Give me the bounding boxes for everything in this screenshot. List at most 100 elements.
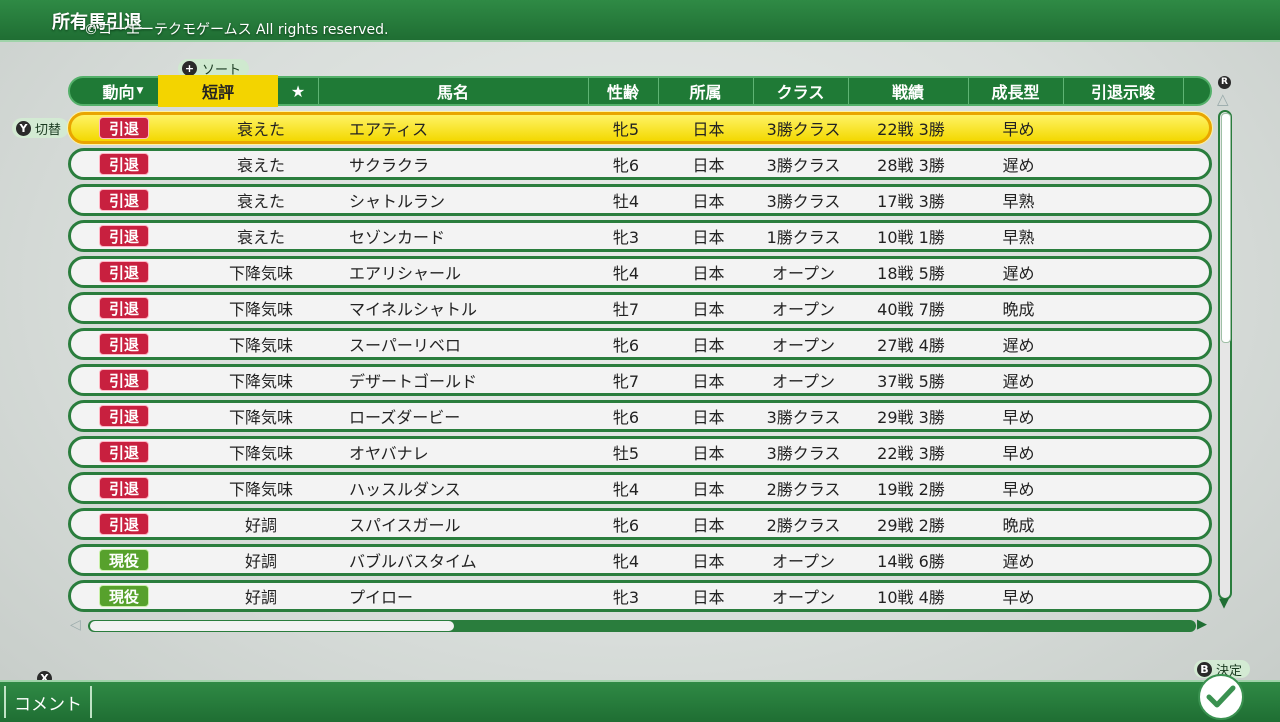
record-cell: 27戦 4勝 (877, 336, 945, 355)
column-trend[interactable]: 動向 ▼ (88, 78, 159, 104)
table-row[interactable]: 引退 好調 スパイスガール 牝6 日本 2勝クラス 29戦 2勝 晩成 (68, 508, 1212, 540)
column-affiliation[interactable]: 所属 (658, 78, 754, 104)
sex-age-cell: 牝3 (612, 228, 640, 247)
status-badge: 引退 (99, 513, 149, 535)
toggle-label: 切替 (35, 122, 62, 138)
scroll-down-icon[interactable]: ▼ (1219, 596, 1229, 611)
sex-age-cell: 牡5 (612, 444, 640, 463)
status-badge: 引退 (99, 225, 149, 247)
affiliation-cell: 日本 (692, 264, 725, 283)
rating-cell: 好調 (244, 588, 277, 607)
column-growth[interactable]: 成長型 (968, 78, 1064, 104)
column-affiliation-label: 所属 (689, 83, 722, 102)
sort-hint[interactable]: + ソート (178, 59, 250, 78)
affiliation-cell: 日本 (692, 120, 725, 139)
table-row[interactable]: 引退 下降気味 オヤバナレ 牡5 日本 3勝クラス 22戦 3勝 早め (68, 436, 1212, 468)
growth-cell: 晩成 (1002, 300, 1035, 319)
column-rating[interactable]: 短評 (158, 75, 278, 107)
scroll-left-icon[interactable]: ◁ (70, 617, 81, 633)
record-cell: 28戦 3勝 (877, 156, 945, 175)
class-cell: 2勝クラス (766, 480, 841, 499)
vertical-scroll-thumb[interactable] (1221, 113, 1231, 343)
record-cell: 14戦 6勝 (877, 552, 945, 571)
y-button-icon: Y (16, 120, 31, 136)
top-bar: 所有馬引退 ©コーエーテクモゲームス All rights reserved. (0, 0, 1280, 42)
toggle-hint[interactable]: Y 切替 (12, 118, 70, 138)
rating-cell: 下降気味 (228, 444, 293, 463)
status-badge: 引退 (99, 441, 149, 463)
column-sex-age[interactable]: 性齢 (588, 78, 659, 104)
growth-cell: 早め (1002, 120, 1035, 139)
affiliation-cell: 日本 (692, 300, 725, 319)
horse-name-cell: サクラクラ (349, 156, 430, 175)
growth-cell: 遅め (1002, 156, 1035, 175)
horizontal-scrollbar[interactable] (88, 620, 1196, 632)
affiliation-cell: 日本 (692, 480, 725, 499)
growth-cell: 早熟 (1002, 192, 1035, 211)
table-row[interactable]: 引退 下降気味 ハッスルダンス 牝4 日本 2勝クラス 19戦 2勝 早め (68, 472, 1212, 504)
plus-button-icon: + (182, 61, 197, 76)
rating-cell: 好調 (244, 552, 277, 571)
status-badge: 引退 (99, 477, 149, 499)
scroll-up-icon[interactable]: △ (1217, 90, 1229, 108)
status-badge: 引退 (99, 189, 149, 211)
table-row[interactable]: 引退 衰えた シャトルラン 牡4 日本 3勝クラス 17戦 3勝 早熟 (68, 184, 1212, 216)
horse-name-cell: スーパーリベロ (349, 336, 461, 355)
sex-age-cell: 牝4 (612, 480, 640, 499)
class-cell: オープン (771, 336, 836, 355)
record-cell: 19戦 2勝 (877, 480, 945, 499)
scroll-right-icon[interactable]: ▶ (1197, 617, 1207, 632)
growth-cell: 遅め (1002, 372, 1035, 391)
affiliation-cell: 日本 (692, 552, 725, 571)
horse-name-cell: セゾンカード (349, 228, 446, 247)
b-button-icon: B (1197, 661, 1212, 677)
column-rating-label: 短評 (201, 83, 234, 102)
column-growth-label: 成長型 (991, 83, 1040, 102)
horse-name-cell: オヤバナレ (349, 444, 429, 463)
column-favorite[interactable]: ★ (278, 78, 319, 104)
table-row[interactable]: 引退 衰えた エアティス 牝5 日本 3勝クラス 22戦 3勝 早め (68, 112, 1212, 144)
rating-cell: 衰えた (236, 192, 285, 211)
record-cell: 22戦 3勝 (877, 120, 945, 139)
status-badge: 現役 (99, 549, 149, 571)
checkmark-icon (1206, 685, 1236, 708)
table-row[interactable]: 引退 下降気味 マイネルシャトル 牡7 日本 オープン 40戦 7勝 晩成 (68, 292, 1212, 324)
class-cell: 3勝クラス (766, 156, 841, 175)
table-row[interactable]: 引退 下降気味 ローズダービー 牝6 日本 3勝クラス 29戦 3勝 早め (68, 400, 1212, 432)
rating-cell: 下降気味 (228, 264, 293, 283)
column-record[interactable]: 戦績 (848, 78, 969, 104)
class-cell: 3勝クラス (766, 192, 841, 211)
table-row[interactable]: 引退 衰えた セゾンカード 牝3 日本 1勝クラス 10戦 1勝 早熟 (68, 220, 1212, 252)
horse-name-cell: ハッスルダンス (349, 480, 461, 499)
table-row[interactable]: 引退 衰えた サクラクラ 牝6 日本 3勝クラス 28戦 3勝 遅め (68, 148, 1212, 180)
column-name-label: 馬名 (436, 83, 469, 102)
vertical-scrollbar[interactable] (1218, 110, 1232, 600)
column-sex-age-label: 性齢 (606, 83, 639, 102)
rating-cell: 衰えた (236, 120, 285, 139)
comment-button[interactable]: コメント (4, 686, 92, 718)
confirm-button[interactable] (1198, 674, 1244, 720)
column-name[interactable]: 馬名 (318, 78, 589, 104)
horizontal-scroll-thumb[interactable] (90, 621, 454, 631)
growth-cell: 早め (1002, 444, 1035, 463)
column-retire-hint-label: 引退示唆 (1090, 83, 1155, 102)
record-cell: 18戦 5勝 (877, 264, 945, 283)
r-stick-icon: R (1218, 74, 1231, 89)
rating-cell: 好調 (244, 516, 277, 535)
table-row[interactable]: 現役 好調 バブルバスタイム 牝4 日本 オープン 14戦 6勝 遅め (68, 544, 1212, 576)
rating-cell: 衰えた (236, 228, 285, 247)
affiliation-cell: 日本 (692, 156, 725, 175)
column-class-label: クラス (776, 83, 825, 102)
record-cell: 10戦 1勝 (877, 228, 945, 247)
table-row[interactable]: 引退 下降気味 スーパーリベロ 牝6 日本 オープン 27戦 4勝 遅め (68, 328, 1212, 360)
growth-cell: 早熟 (1002, 228, 1035, 247)
column-class[interactable]: クラス (753, 78, 849, 104)
growth-cell: 早め (1002, 588, 1035, 607)
status-badge: 引退 (99, 333, 149, 355)
record-cell: 37戦 5勝 (877, 372, 945, 391)
table-row[interactable]: 引退 下降気味 デザートゴールド 牝7 日本 オープン 37戦 5勝 遅め (68, 364, 1212, 396)
rating-cell: 衰えた (236, 156, 285, 175)
table-row[interactable]: 引退 下降気味 エアリシャール 牝4 日本 オープン 18戦 5勝 遅め (68, 256, 1212, 288)
table-row[interactable]: 現役 好調 プイロー 牝3 日本 オープン 10戦 4勝 早め (68, 580, 1212, 612)
column-retire-hint[interactable]: 引退示唆 (1063, 78, 1184, 104)
